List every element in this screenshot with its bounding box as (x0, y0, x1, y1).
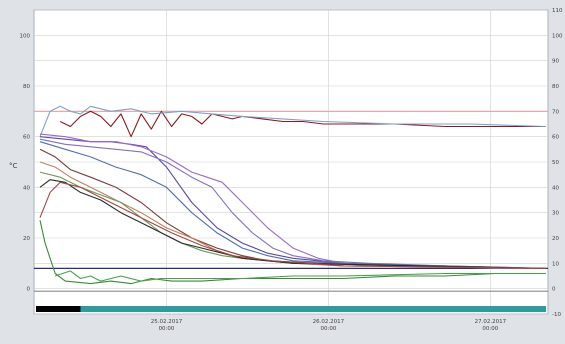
y-tick-label-right: 50 (552, 160, 559, 166)
x-tick-time: 00:00 (482, 326, 498, 332)
y-tick-label-right: 90 (552, 59, 559, 65)
y-tick-label-left: 40 (23, 185, 30, 191)
y-axis-right: -10 0 10 20 30 40 50 60 70 80 90 100 110 (552, 8, 563, 318)
reference-lines (34, 110, 548, 292)
series-line (39, 138, 547, 269)
series-line (39, 220, 546, 285)
series-line (39, 181, 547, 269)
x-tick-date: 25.02.2017 (151, 319, 183, 325)
timeline-bar-segment (36, 306, 81, 312)
y-tick-label-left: 0 (27, 287, 31, 293)
x-axis: 25.02.201700:0026.02.201700:0027.02.2017… (151, 319, 507, 332)
y-axis-label: °C (9, 162, 18, 170)
y-tick-label-left: 80 (23, 84, 30, 90)
grid (34, 9, 548, 315)
series-line (39, 148, 547, 269)
series-line (59, 110, 546, 138)
y-tick-label-right: 80 (552, 84, 559, 90)
y-tick-label-left: 60 (23, 135, 30, 141)
y-tick-label-right: 70 (552, 109, 559, 115)
x-tick-date: 26.02.2017 (313, 319, 345, 325)
y-tick-label-right: 100 (552, 33, 563, 39)
timeline-bar-track (36, 306, 546, 312)
y-tick-label-right: 10 (552, 261, 559, 267)
x-tick-date: 27.02.2017 (475, 319, 507, 325)
x-tick-time: 00:00 (320, 326, 336, 332)
y-tick-label-right: 60 (552, 135, 559, 141)
series-group (39, 105, 547, 285)
y-tick-label-left: 20 (23, 236, 30, 242)
timeline-bar (36, 306, 546, 312)
y-tick-label-right: 0 (552, 287, 556, 293)
y-tick-label-right: -10 (552, 312, 561, 318)
x-tick-time: 00:00 (159, 326, 175, 332)
y-axis-left: 0 20 40 60 80 100 (20, 33, 31, 292)
y-tick-label-right: 30 (552, 211, 559, 217)
y-tick-label-right: 20 (552, 236, 559, 242)
series-line (55, 270, 546, 282)
series-line (39, 105, 547, 137)
y-tick-label-right: 110 (552, 8, 563, 14)
y-tick-label-left: 100 (20, 33, 31, 39)
y-tick-label-right: 40 (552, 185, 559, 191)
series-line (39, 141, 547, 269)
